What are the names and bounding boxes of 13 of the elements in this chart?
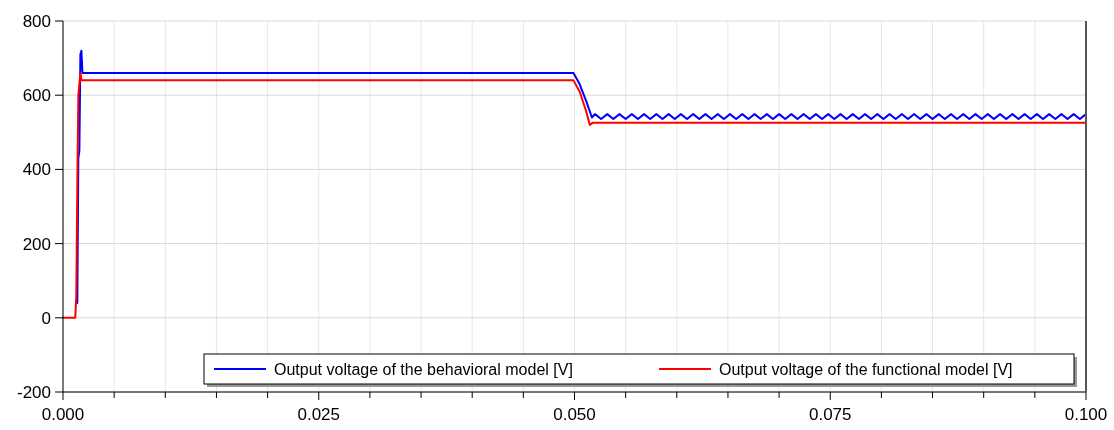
x-tick-label: 0.025 [297,405,341,424]
x-tick-label: 0.075 [808,405,852,424]
y-tick-label: 0 [41,308,51,328]
y-tick-label: 400 [22,160,51,180]
y-tick-label: 800 [22,11,51,31]
legend-label: Output voltage of the functional model [V] [719,360,1013,378]
x-tick-label: 0.000 [41,405,85,424]
y-tick-label: -200 [16,382,51,402]
legend-label: Output voltage of the behavioral model [V] [274,360,573,378]
y-tick-label: 600 [22,86,51,106]
x-tick-label: 0.100 [1064,405,1108,424]
y-tick-label: 200 [22,234,51,254]
x-tick-label: 0.050 [553,405,596,424]
